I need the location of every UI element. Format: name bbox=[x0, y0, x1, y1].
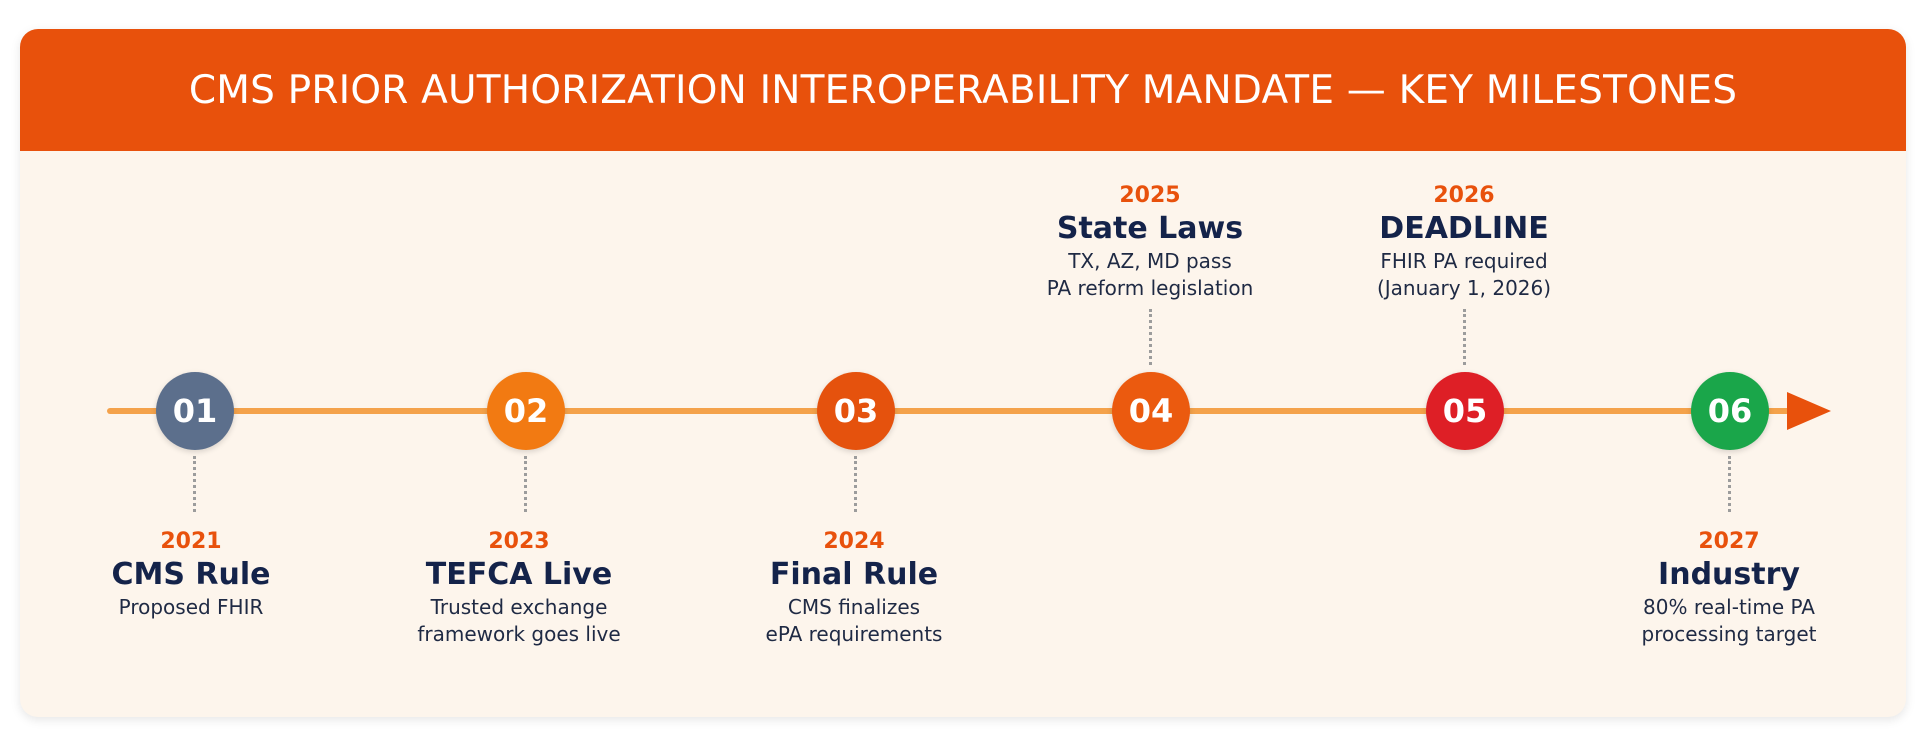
milestone-desc-line1: 80% real-time PA bbox=[1643, 595, 1815, 619]
milestone-year: 2024 bbox=[823, 529, 885, 554]
milestone-desc-line1: FHIR PA required bbox=[1380, 249, 1548, 273]
milestone-desc-line1: Trusted exchange bbox=[430, 595, 608, 619]
milestone-label-06: 2027 Industry 80% real-time PA processin… bbox=[1579, 528, 1879, 648]
milestone-title: Industry bbox=[1658, 557, 1800, 592]
milestone-desc-line1: CMS finalizes bbox=[787, 595, 921, 619]
header-bar: CMS PRIOR AUTHORIZATION INTEROPERABILITY… bbox=[20, 29, 1906, 151]
milestone-connector-02 bbox=[524, 456, 527, 512]
milestone-connector-03 bbox=[854, 456, 857, 512]
milestone-node-06: 06 bbox=[1691, 372, 1769, 450]
milestone-title: Final Rule bbox=[769, 557, 939, 592]
milestone-year: 2021 bbox=[160, 529, 222, 554]
milestone-connector-06 bbox=[1728, 456, 1731, 512]
milestone-desc-line1: TX, AZ, MD pass bbox=[1068, 249, 1232, 273]
milestone-year: 2023 bbox=[488, 529, 550, 554]
milestone-node-05: 05 bbox=[1426, 372, 1504, 450]
timeline-track bbox=[107, 408, 1795, 414]
milestone-year: 2025 bbox=[1119, 183, 1181, 208]
milestone-desc-line2: processing target bbox=[1641, 622, 1817, 646]
milestone-desc-line2: ePA requirements bbox=[765, 622, 943, 646]
milestone-label-01: 2021 CMS Rule Proposed FHIR bbox=[41, 528, 341, 621]
milestone-node-03: 03 bbox=[817, 372, 895, 450]
milestone-label-03: 2024 Final Rule CMS finalizes ePA requir… bbox=[704, 528, 1004, 648]
milestone-title: TEFCA Live bbox=[425, 557, 613, 592]
milestone-node-01: 01 bbox=[156, 372, 234, 450]
arrow-right-icon bbox=[1787, 392, 1831, 430]
timeline-card: CMS PRIOR AUTHORIZATION INTEROPERABILITY… bbox=[20, 29, 1906, 717]
milestone-connector-05 bbox=[1463, 309, 1466, 365]
page-title: CMS PRIOR AUTHORIZATION INTEROPERABILITY… bbox=[188, 67, 1738, 113]
milestone-desc-line2: (January 1, 2026) bbox=[1376, 276, 1552, 300]
milestone-title: State Laws bbox=[1056, 211, 1244, 246]
milestone-label-04: 2025 State Laws TX, AZ, MD pass PA refor… bbox=[1000, 182, 1300, 302]
milestone-desc-line1: Proposed FHIR bbox=[118, 595, 264, 619]
milestone-title: DEADLINE bbox=[1379, 211, 1549, 246]
milestone-label-05: 2026 DEADLINE FHIR PA required (January … bbox=[1314, 182, 1614, 302]
milestone-year: 2026 bbox=[1433, 183, 1495, 208]
milestone-label-02: 2023 TEFCA Live Trusted exchange framewo… bbox=[369, 528, 669, 648]
milestone-connector-01 bbox=[193, 456, 196, 512]
milestone-node-02: 02 bbox=[487, 372, 565, 450]
milestone-connector-04 bbox=[1149, 309, 1152, 365]
milestone-title: CMS Rule bbox=[111, 557, 271, 592]
milestone-year: 2027 bbox=[1698, 529, 1760, 554]
milestone-node-04: 04 bbox=[1112, 372, 1190, 450]
milestone-desc-line2: framework goes live bbox=[417, 622, 621, 646]
milestone-desc-line2: PA reform legislation bbox=[1046, 276, 1254, 300]
